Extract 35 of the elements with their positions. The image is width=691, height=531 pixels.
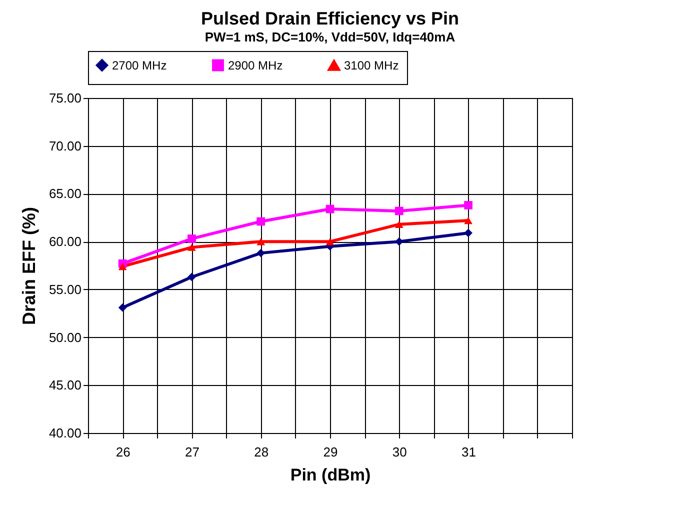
x-tick-label: 28 xyxy=(254,444,269,460)
point xyxy=(394,220,404,228)
point xyxy=(394,206,404,216)
x-tick-label: 30 xyxy=(392,444,407,460)
chart-subtitle: PW=1 mS, DC=10%, Vdd=50V, Idq=40mA xyxy=(204,30,456,44)
legend-label: 2700 MHz xyxy=(112,58,167,72)
y-tick-label: 75.00 xyxy=(48,90,82,106)
point xyxy=(256,238,266,246)
x-tick-label: 29 xyxy=(323,444,338,460)
legend-label: 3100 MHz xyxy=(344,58,399,73)
y-tick-label: 70.00 xyxy=(48,138,82,154)
x-tick-label: 27 xyxy=(184,444,200,460)
point xyxy=(188,234,196,243)
y-tick-label: 40.00 xyxy=(48,426,82,440)
x-axis-title: Pin (dBm) xyxy=(290,466,371,484)
point xyxy=(464,228,472,238)
point xyxy=(326,204,334,214)
point xyxy=(464,216,472,224)
point xyxy=(464,201,472,210)
x-tick-label: 31 xyxy=(462,444,476,460)
y-tick-label: 55.00 xyxy=(48,282,82,297)
y-axis-title: Drain EFF (%) xyxy=(18,206,39,326)
legend-label: 2900 MHz xyxy=(228,58,283,72)
y-tick-label: 50.00 xyxy=(48,330,82,345)
y-tick-label: 45.00 xyxy=(48,378,82,393)
chart-title: Pulsed Drain Efficiency vs Pin xyxy=(200,8,460,28)
point xyxy=(326,238,334,246)
point xyxy=(118,303,127,312)
point xyxy=(118,262,127,270)
x-tick-label: 26 xyxy=(116,444,130,460)
y-tick-label: 65.00 xyxy=(48,186,82,202)
y-tick-label: 60.00 xyxy=(48,234,82,250)
point xyxy=(188,244,196,251)
point xyxy=(188,272,196,282)
point xyxy=(256,217,266,226)
